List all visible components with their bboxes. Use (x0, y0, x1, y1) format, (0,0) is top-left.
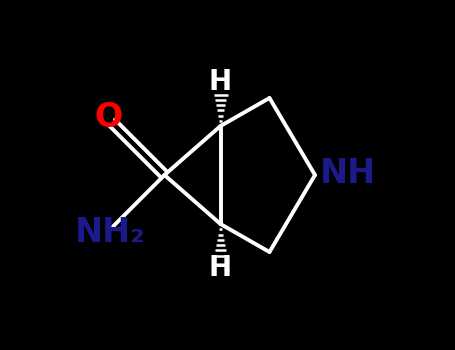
Text: H: H (209, 68, 232, 96)
Text: O: O (94, 101, 123, 134)
Text: NH: NH (320, 157, 376, 190)
Text: NH₂: NH₂ (75, 216, 146, 249)
Text: H: H (209, 254, 232, 282)
